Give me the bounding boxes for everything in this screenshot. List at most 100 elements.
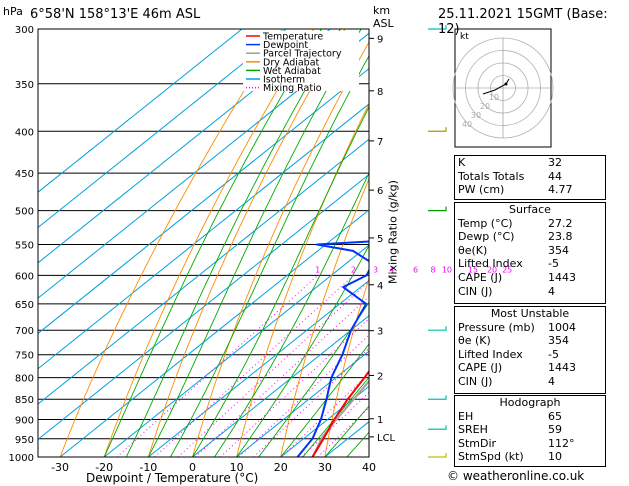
wind-barb [428,326,447,331]
storm-motion-marker [504,82,508,86]
wet-adiabat-line [147,29,362,457]
mixing-ratio-label: 3 [373,265,378,274]
surface-row: Temp (°C) 27.2 [458,216,573,230]
pressure-tick-label: 600 [15,271,34,282]
surface-row: CIN (J) 4 [458,284,555,298]
pressure-tick-label: 350 [15,80,34,91]
hodo-row: StmDir 112° [458,436,575,450]
mixing-ratio-label: 1 [315,265,320,274]
wind-barb [428,395,447,400]
mixing-ratio-line [194,295,369,457]
temperature-tick-label: -10 [139,461,157,474]
isotherm-line [38,29,331,264]
mu-row: CAPE (J) 1443 [458,361,576,375]
pressure-tick-label: 450 [15,169,34,180]
height-tick-label: LCL [377,433,396,444]
index-row-k: K 32 [458,156,562,169]
surface-row: Dewp (°C) 23.8 [458,230,573,244]
hodograph-ring-label: 20 [480,102,490,111]
pressure-tick-label: 300 [15,25,34,36]
isotherm-line [38,29,243,193]
height-tick-label: 1 [377,415,383,426]
index-row-pw: PW (cm) 4.77 [458,183,573,197]
surface-box: Surface Temp (°C) 27.2 Dewp (°C) 23.8 θe(K… [454,202,606,304]
mixing-ratio-label: 6 [413,265,418,274]
hodo-row: StmSpd (kt) 10 [458,450,562,464]
wind-barb [428,206,447,212]
isotherm-line [38,173,369,440]
mu-row: CIN (J) 4 [458,374,555,388]
height-tick-label: 3 [377,327,383,338]
pressure-tick-label: 650 [15,300,34,311]
dry-adiabat-line [324,277,369,457]
pressure-tick-label: 400 [15,127,34,138]
mixing-ratio-line [219,317,369,457]
mu-row: θe (K) 354 [458,334,569,348]
legend-label: Parcel Trajectory [263,49,342,60]
height-tick-label: 2 [377,371,383,382]
hodograph-box: Hodograph EH 65 SREH 59 StmDir 112° StmSpd … [454,395,606,467]
isotherm-line [38,29,287,229]
wind-barb [428,453,447,458]
dry-adiabat-line [147,29,346,457]
surface-row: Lifted Index -5 [458,257,559,271]
legend-label: Temperature [262,32,323,43]
wet-adiabat-line [125,29,341,457]
mu-row: Pressure (mb) 1004 [458,320,576,334]
index-row-tt: Totals Totals 44 [458,169,562,183]
mixing-ratio-line [116,275,319,457]
datetime-title: 25.11.2021 15GMT (Base: 12) [438,7,608,37]
legend-label: Wet Adiabat [263,66,321,77]
most-unstable-box: Most Unstable Pressure (mb) 1004 θe (K) 35… [454,306,606,394]
wind-barb [428,127,447,132]
pressure-tick-label: 800 [15,374,34,385]
hodograph-title: Hodograph [499,396,561,409]
pressure-tick-label: 500 [15,207,34,218]
pressure-tick-label: 750 [15,351,34,362]
km-unit: km [373,4,391,17]
height-tick-label: 4 [377,281,383,292]
hodo-row: EH 65 [458,409,562,423]
wet-adiabat-line [280,343,369,457]
temperature-tick-label: -30 [51,461,69,474]
plot-frame [37,28,370,458]
dry-adiabat-line [280,177,369,457]
wet-adiabat-line [324,405,369,457]
temperature-tick-label: 40 [362,461,376,474]
isotherm-line [38,138,369,405]
isotherm-line [236,350,369,457]
mixing-ratio-label: 2 [351,265,356,274]
hodograph-ring-label: 40 [462,120,472,129]
isotherm-line [103,244,369,457]
mu-row: Lifted Index -5 [458,347,559,361]
parcel-trajectory-line [311,379,369,457]
dry-adiabat-line [192,41,369,457]
temperature-line [311,369,369,457]
temperature-tick-label: 20 [274,461,288,474]
pressure-tick-label: 900 [15,416,34,427]
pressure-tick-label: 950 [15,435,34,446]
mixing-ratio-label: 15 [468,265,478,274]
mixing-ratio-label: 4 [389,265,394,274]
asl-unit: ASL [373,17,394,30]
mixing-ratio-line [177,280,369,457]
hodo-row: SREH 59 [458,423,562,437]
dry-adiabat-line [236,102,369,457]
height-tick-label: 7 [377,137,383,148]
mixing-ratio-axis-label: Mixing Ratio (g/kg) [386,180,400,284]
footer-credit: © weatheronline.co.uk [447,469,585,483]
height-tick-label: 5 [377,234,383,245]
mixing-ratio-line [154,275,354,457]
x-axis-label: Dewpoint / Temperature (°C) [86,471,259,485]
most-unstable-title: Most Unstable [490,307,570,320]
legend-label: Dewpoint [263,40,308,51]
pressure-tick-label: 850 [15,395,34,406]
legend-box [243,31,359,91]
indices-box: K 32 Totals Totals 44 PW (cm) 4.77 [454,155,606,200]
wet-adiabat-line [258,301,369,457]
hodograph-ring-label: 10 [489,93,499,102]
isotherm-line [192,315,369,457]
temperature-tick-label: 0 [189,461,196,474]
isotherm-line [38,67,369,335]
